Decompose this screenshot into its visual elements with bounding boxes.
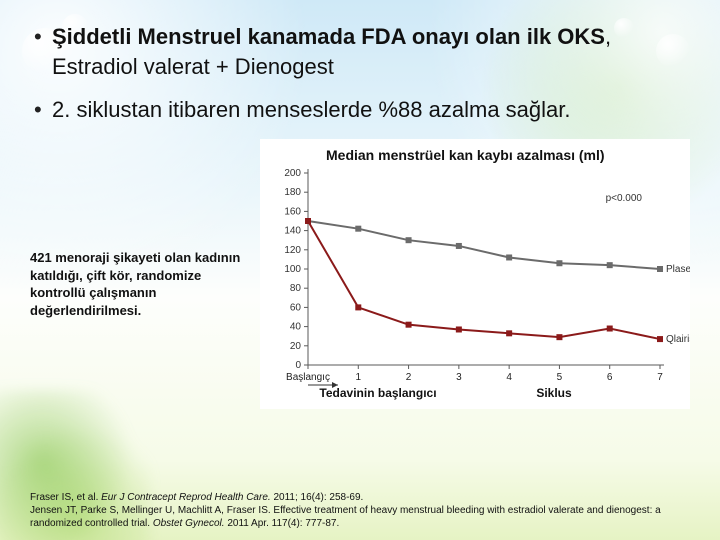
ref-pre: Fraser IS, et al. [30, 492, 101, 503]
svg-text:Tedavinin başlangıcı: Tedavinin başlangıcı [319, 386, 436, 400]
figure-row: 421 menoraji şikayeti olan kadının katıl… [30, 139, 690, 409]
ref-ital: Obstet Gynecol. [153, 518, 225, 529]
svg-text:40: 40 [290, 322, 302, 333]
ref-post: 2011; 16(4): 258-69. [271, 492, 364, 503]
svg-text:80: 80 [290, 283, 302, 294]
svg-text:120: 120 [284, 245, 301, 256]
svg-text:Siklus: Siklus [536, 386, 572, 400]
references: Fraser IS, et al. Eur J Contracept Repro… [30, 491, 690, 530]
study-caption: 421 menoraji şikayeti olan kadının katıl… [30, 139, 260, 409]
svg-text:160: 160 [284, 206, 301, 217]
svg-text:5: 5 [557, 372, 563, 383]
svg-text:Başlangıç: Başlangıç [286, 372, 330, 383]
reference-line: Jensen JT, Parke S, Mellinger U, Machlit… [30, 504, 690, 530]
svg-text:1: 1 [356, 372, 362, 383]
svg-text:180: 180 [284, 187, 301, 198]
bullet-list: Şiddetli Menstruel kanamada FDA onayı ol… [30, 22, 690, 125]
line-chart: 0 20 40 60 80 100 120 140 160 180 200 Başlangıç 1 2 3 4… [260, 139, 690, 409]
svg-text:p<0.000: p<0.000 [606, 193, 643, 204]
slide-content: Şiddetli Menstruel kanamada FDA onayı ol… [0, 0, 720, 409]
svg-text:140: 140 [284, 226, 301, 237]
svg-text:4: 4 [506, 372, 512, 383]
bullet-text: 2. siklustan itibaren menseslerde %88 az… [52, 97, 571, 122]
ref-ital: Eur J Contracept Reprod Health Care. [101, 492, 271, 503]
svg-text:100: 100 [284, 264, 301, 275]
bullet-item: 2. siklustan itibaren menseslerde %88 az… [30, 95, 690, 125]
svg-text:3: 3 [456, 372, 462, 383]
ref-pre: Jensen JT, Parke S, Mellinger U, Machlit… [30, 505, 661, 529]
svg-text:0: 0 [295, 360, 301, 371]
svg-text:7: 7 [657, 372, 663, 383]
svg-text:2: 2 [406, 372, 412, 383]
chart-container: Median menstrüel kan kaybı azalması (ml)… [260, 139, 690, 409]
svg-text:6: 6 [607, 372, 613, 383]
svg-text:200: 200 [284, 168, 301, 179]
svg-text:Qlairista®: Qlairista® [666, 334, 690, 345]
reference-line: Fraser IS, et al. Eur J Contracept Repro… [30, 491, 690, 504]
svg-text:Plasebo: Plasebo [666, 264, 690, 275]
ref-post: 2011 Apr. 117(4): 777-87. [225, 518, 340, 529]
svg-text:20: 20 [290, 341, 302, 352]
bullet-item: Şiddetli Menstruel kanamada FDA onayı ol… [30, 22, 690, 81]
bullet-bold: Şiddetli Menstruel kanamada FDA onayı ol… [52, 24, 605, 49]
svg-text:60: 60 [290, 302, 302, 313]
